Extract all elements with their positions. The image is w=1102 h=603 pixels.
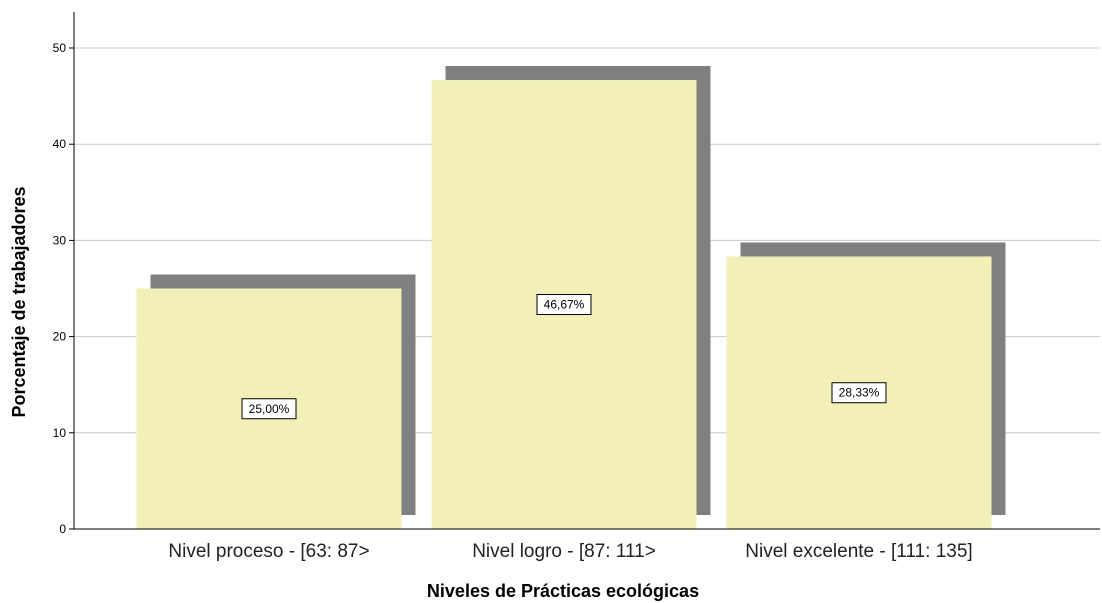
x-category-label: Nivel excelente - [111: 135]	[745, 541, 972, 562]
y-tick-labels: 0 10 20 30 40 50	[53, 41, 74, 536]
y-tick-label: 0	[59, 522, 66, 536]
y-tick-label: 10	[53, 426, 67, 440]
data-label-box	[536, 294, 592, 316]
data-label-box	[241, 398, 297, 420]
axes	[73, 12, 1100, 530]
y-tick-label: 30	[53, 233, 67, 247]
y-tick-label: 40	[53, 137, 67, 151]
x-category-label: Nivel logro - [87: 111>	[472, 541, 656, 562]
x-category-label: Nivel proceso - [63: 87>	[168, 541, 369, 562]
data-label: 25,00%	[249, 402, 290, 416]
data-label: 46,67%	[544, 298, 585, 312]
y-axis-title: Porcentaje de trabajadores	[9, 186, 29, 417]
y-tick-label: 50	[53, 41, 67, 55]
x-axis-title: Niveles de Prácticas ecológicas	[427, 581, 699, 601]
data-label: 28,33%	[839, 386, 880, 400]
bars: 25,00% 46,67% 28,33%	[136, 66, 1006, 529]
y-tick-label: 20	[53, 330, 67, 344]
x-category-labels: Nivel proceso - [63: 87> Nivel logro - [8…	[168, 541, 972, 562]
data-label-box	[831, 382, 887, 404]
